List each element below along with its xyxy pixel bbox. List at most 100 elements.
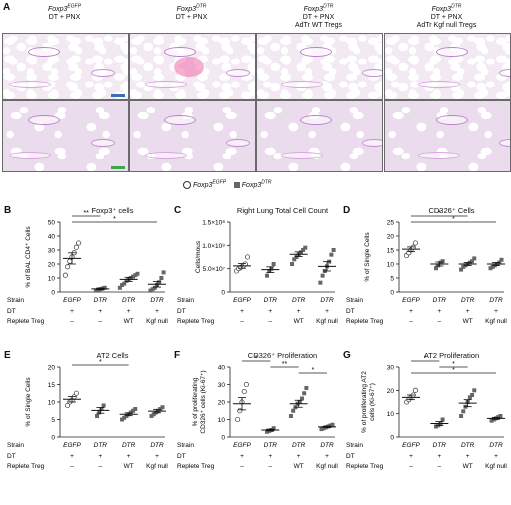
panel-e: E AT2 Cells 0 5 10 15 20 % of Single Cells * Stra…	[2, 345, 170, 490]
row-label: Replete Treg	[7, 463, 45, 470]
row-value: DTR	[489, 442, 503, 449]
data-point	[65, 264, 71, 270]
data-point	[122, 415, 127, 420]
vessel-streak	[9, 152, 52, 160]
data-point	[299, 396, 304, 401]
chart-title: AT2 Proliferation	[423, 351, 480, 360]
y-tick-label: 30	[48, 248, 56, 255]
row-value: +	[240, 453, 244, 460]
data-point	[160, 405, 165, 410]
y-tick-label: 20	[48, 365, 56, 372]
y-tick-label: 15	[387, 248, 395, 255]
scale-bar	[111, 166, 125, 169]
column-header-4: Foxp3DTR DT + PNX AdTr Kgf null Tregs	[384, 3, 509, 30]
data-point	[271, 426, 276, 431]
row-value: –	[70, 318, 74, 325]
row-value: DTR	[264, 442, 278, 449]
data-point	[331, 248, 336, 252]
row-value: EGFP	[402, 442, 420, 449]
row-value: +	[98, 453, 102, 460]
data-point	[298, 250, 303, 255]
significance-label: **	[282, 361, 288, 368]
row-value: +	[297, 453, 301, 460]
legend-egfp-marker	[183, 181, 191, 190]
column-genotype: Foxp3DTR	[431, 4, 462, 14]
row-value: +	[268, 308, 272, 315]
panel-label: F	[174, 350, 181, 361]
row-value: DTR	[94, 297, 108, 304]
data-point	[302, 391, 307, 396]
y-tick-label: 30	[218, 382, 226, 389]
vessel-streak	[417, 81, 460, 89]
significance-label: **	[83, 210, 89, 217]
chart-title: Foxp3⁺ cells	[91, 206, 134, 215]
row-value: WT	[294, 463, 304, 470]
data-point	[135, 271, 140, 276]
micrograph-zoom-4	[384, 100, 511, 172]
y-tick-label: 50	[48, 220, 56, 227]
data-point	[472, 256, 477, 261]
row-value: DTR	[122, 297, 136, 304]
y-tick-label: 20	[387, 388, 395, 395]
row-value: +	[325, 453, 329, 460]
data-point	[318, 280, 323, 285]
data-point	[149, 414, 154, 418]
panel-b: B Foxp3⁺ cells 0 10 20 30 40 50 % of BAL CD4⁺ Ce…	[2, 200, 170, 345]
row-value: WT	[463, 318, 473, 325]
data-point	[133, 273, 138, 278]
data-point	[120, 417, 125, 422]
row-value: –	[99, 318, 103, 325]
row-value: –	[99, 463, 103, 470]
y-tick-label: 1.0×10⁸	[202, 243, 225, 250]
column-treatment-2: AdTr Kgf null Tregs	[416, 22, 477, 30]
data-point	[297, 400, 302, 404]
column-header-3: Foxp3DTR DT + PNX AdTr WT Tregs	[256, 3, 381, 30]
vessel-streak	[145, 152, 187, 160]
data-point	[237, 408, 243, 414]
data-point	[440, 417, 445, 422]
y-tick-label: 0	[390, 435, 394, 442]
row-value: –	[409, 463, 413, 470]
data-point	[101, 403, 106, 408]
panel-label: G	[343, 350, 351, 361]
vessel-streak	[163, 115, 196, 125]
data-point	[241, 388, 247, 395]
row-value: +	[155, 308, 159, 315]
data-point	[488, 266, 493, 271]
legend: Foxp3EGFP Foxp3DTR	[183, 180, 272, 190]
y-axis-label: % of BAL CD4⁺ Cells	[25, 226, 32, 288]
data-point	[65, 402, 71, 409]
data-point	[412, 387, 418, 393]
row-value: WT	[124, 463, 134, 470]
row-value: –	[240, 318, 244, 325]
y-tick-label: 0	[390, 290, 394, 297]
vessel-streak	[362, 69, 382, 78]
data-point	[329, 252, 334, 257]
data-point	[244, 254, 251, 260]
row-value: +	[127, 453, 131, 460]
chart-title: CD326⁺ Proliferation	[247, 351, 318, 360]
data-point	[128, 276, 133, 280]
y-tick-label: 5	[51, 417, 55, 424]
column-genotype: Foxp3DTR	[176, 4, 207, 14]
row-value: DTR	[94, 442, 108, 449]
vessel-streak	[28, 115, 60, 125]
row-value: –	[240, 463, 244, 470]
data-point	[499, 257, 504, 262]
y-tick-label: 40	[218, 365, 226, 372]
panel-g: G AT2 Proliferation 0 10 20 30 % of proliferat…	[341, 345, 509, 490]
row-value: DTR	[320, 442, 334, 449]
data-point	[131, 274, 136, 279]
data-point	[120, 283, 125, 287]
y-tick-label: 10	[48, 276, 56, 283]
row-value: EGFP	[233, 442, 251, 449]
data-point	[438, 260, 443, 265]
data-point	[148, 288, 153, 293]
row-label: Replete Treg	[177, 318, 215, 325]
data-point	[117, 285, 122, 290]
vessel-streak	[362, 138, 382, 147]
column-genotype: Foxp3DTR	[303, 4, 334, 14]
significance-label: *	[452, 361, 455, 368]
data-point	[291, 408, 296, 413]
row-label: DT	[346, 308, 355, 315]
